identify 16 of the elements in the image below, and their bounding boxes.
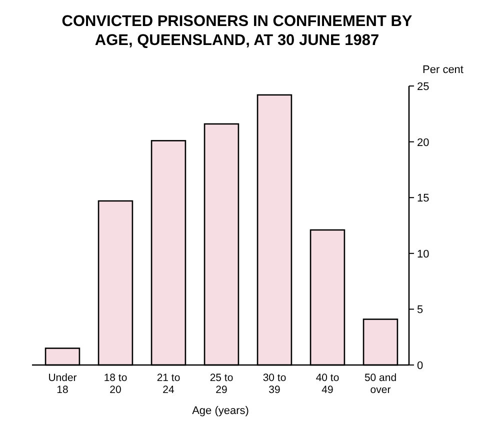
x-axis-title: Age (years) — [192, 405, 249, 417]
x-tick-label: Under 18 — [48, 372, 78, 396]
x-tick-label: 25 to 29 — [210, 372, 234, 396]
y-tick-label: 0 — [417, 360, 424, 372]
x-tick-label: 30 to 39 — [262, 372, 286, 396]
x-tick-label: 50 and over — [364, 372, 397, 396]
y-axis-title: Per cent — [422, 64, 464, 76]
y-tick-label: 25 — [417, 81, 430, 93]
y-tick-label: 20 — [417, 136, 430, 149]
x-tick-label: 40 to 49 — [316, 372, 340, 396]
x-tick-label: 21 to 24 — [156, 372, 180, 396]
chart-title: CONVICTED PRISONERS IN CONFINEMENT BY AGE, QUEENSLAND, AT 30 JUNE 1987 — [62, 13, 413, 49]
y-tick-label: 5 — [417, 304, 424, 316]
x-tick-label: 18 to 20 — [104, 372, 128, 396]
y-tick-label: 15 — [417, 192, 430, 205]
y-tick-label: 10 — [417, 248, 430, 260]
